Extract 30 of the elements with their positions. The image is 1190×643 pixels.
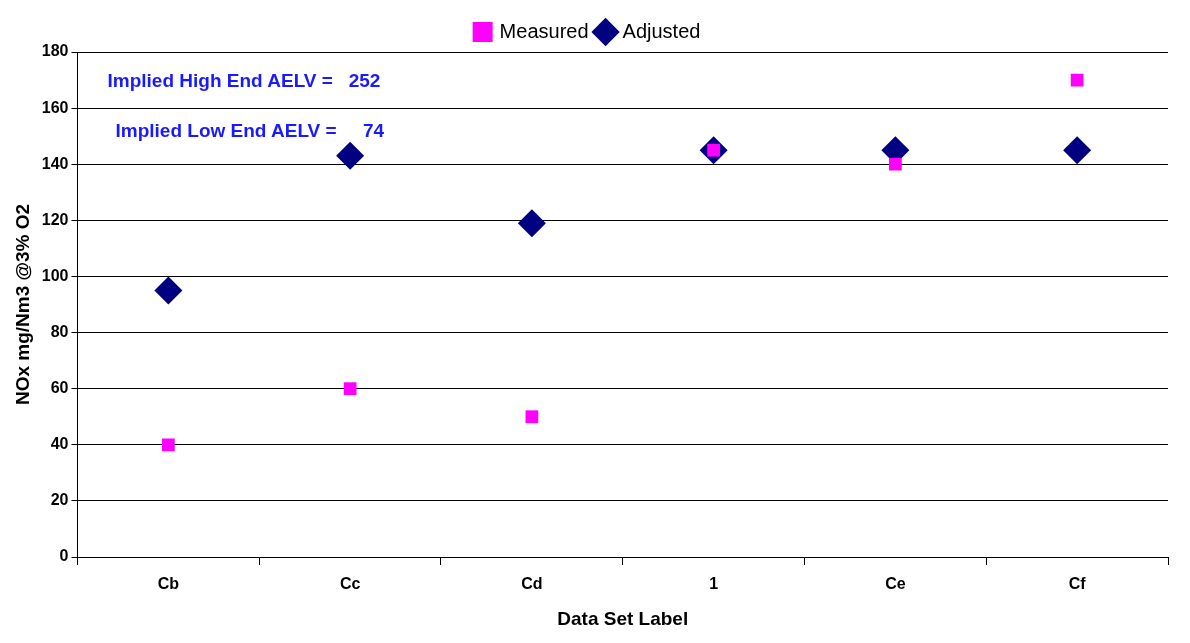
y-tick-label: 120 <box>41 210 69 228</box>
y-tick-label: 0 <box>59 547 69 565</box>
point <box>343 382 357 396</box>
y-tick-label: 20 <box>50 491 69 509</box>
point <box>162 438 175 452</box>
x-tick-label: Cb <box>157 575 180 593</box>
x-tick-label: Cc <box>339 575 361 593</box>
point <box>154 276 183 305</box>
x-tick-label: Cd <box>521 575 543 593</box>
y-tick-label: 180 <box>41 42 69 60</box>
x-tick-label: Ce <box>885 575 906 593</box>
y-tick-label: 160 <box>41 98 69 116</box>
annotation: Implied Low End AELV = 74 <box>115 120 385 142</box>
y-tick-label: 60 <box>50 379 69 397</box>
point <box>336 141 365 170</box>
legend-label: Adjusted <box>622 19 701 42</box>
point <box>517 209 546 238</box>
y-tick-label: 40 <box>50 435 69 453</box>
annotation: Implied High End AELV = 252 <box>107 70 381 92</box>
y-axis-title: NOx mg/Nm3 @3% O2 <box>11 203 33 406</box>
x-tick-label: 1 <box>709 575 719 593</box>
y-tick-label: 80 <box>50 322 69 340</box>
y-tick-label: 140 <box>41 154 69 172</box>
point <box>1063 136 1092 165</box>
point <box>525 410 539 424</box>
y-tick-label: 100 <box>41 266 69 284</box>
x-axis-title: Data Set Label <box>557 607 689 629</box>
legend-label: Measured <box>499 19 589 42</box>
x-tick-label: Cf <box>1068 575 1087 593</box>
point <box>889 157 902 171</box>
